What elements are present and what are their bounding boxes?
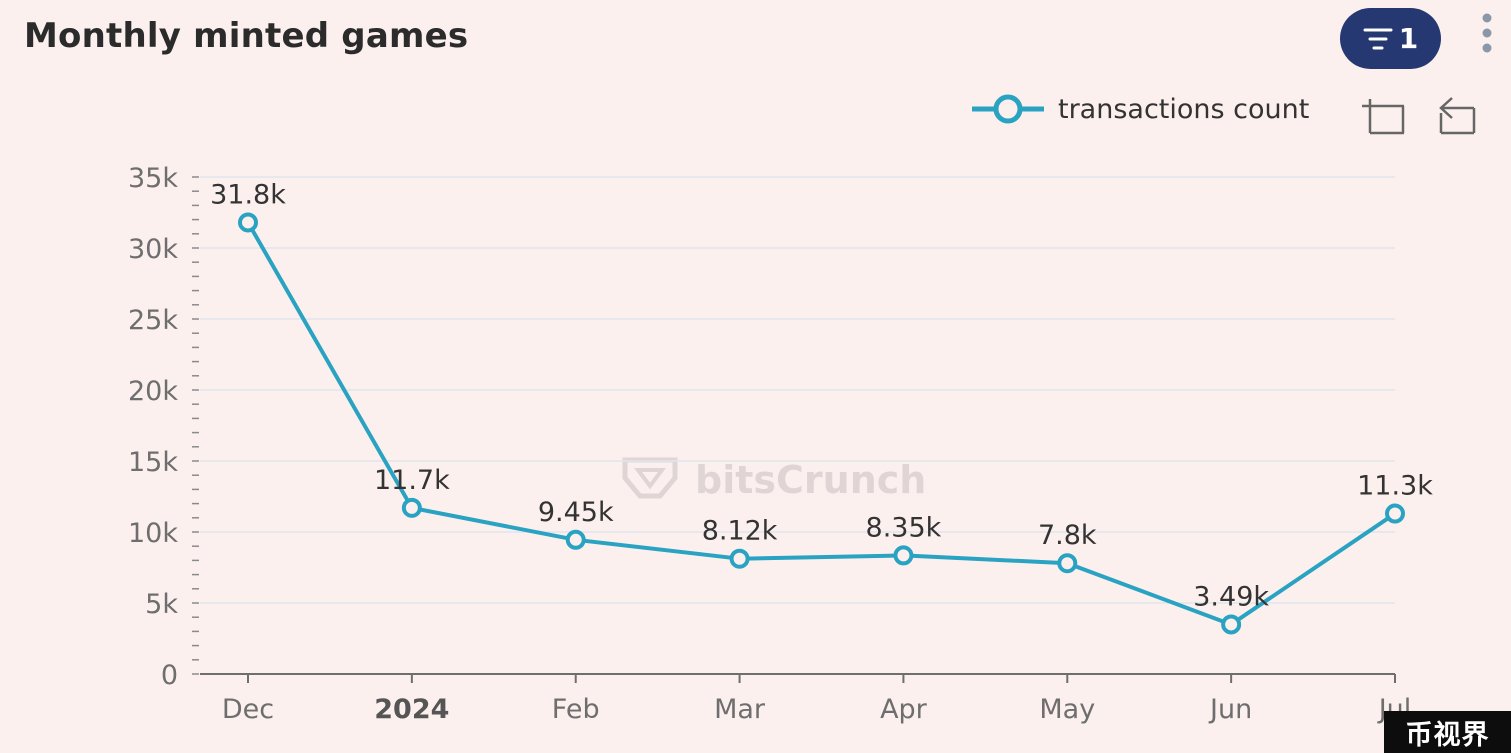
data-label: 8.12k xyxy=(702,516,778,547)
corner-watermark: 币视界 xyxy=(1384,711,1511,753)
grid xyxy=(200,176,1395,604)
x-tick-label: 2024 xyxy=(374,694,449,725)
filter-count-badge: 1 xyxy=(1398,22,1419,55)
y-tick-label: 0 xyxy=(161,660,178,691)
y-tick-label: 20k xyxy=(128,376,178,407)
series-transactions-count xyxy=(238,212,1405,635)
watermark: bitsCrunch xyxy=(622,457,926,502)
x-tick-label: Feb xyxy=(552,694,600,725)
filter-button[interactable]: 1 xyxy=(1340,8,1441,69)
data-point[interactable] xyxy=(565,529,586,550)
data-labels: 31.8k 11.7k 9.45k 8.12k 8.35k 7.8k 3.49k 11.3k xyxy=(210,179,1433,612)
x-tick-label: Apr xyxy=(880,694,928,725)
zoom-icon[interactable] xyxy=(1362,99,1405,135)
x-tick-label: Dec xyxy=(222,694,274,725)
data-point[interactable] xyxy=(1385,503,1405,524)
data-label: 8.35k xyxy=(866,512,942,543)
legend-marker-icon xyxy=(993,94,1023,124)
y-tick-label: 5k xyxy=(145,589,178,620)
data-point[interactable] xyxy=(729,548,750,569)
y-tick-label: 35k xyxy=(128,163,178,194)
data-label: 9.45k xyxy=(538,497,614,528)
data-label: 3.49k xyxy=(1193,581,1269,612)
x-tick-label: Mar xyxy=(714,694,766,725)
data-point[interactable] xyxy=(238,212,258,233)
watermark-text: bitsCrunch xyxy=(695,458,926,502)
chart-title: Monthly minted games xyxy=(24,16,469,56)
y-tick-label: 30k xyxy=(128,234,178,265)
data-point[interactable] xyxy=(1221,614,1242,635)
data-label: 31.8k xyxy=(210,179,286,210)
series-line xyxy=(246,221,1397,627)
data-label: 11.7k xyxy=(374,465,450,496)
data-point[interactable] xyxy=(401,497,422,518)
legend-label: transactions count xyxy=(1058,94,1309,125)
x-tick-label: May xyxy=(1039,694,1095,725)
zoom-reset-icon[interactable] xyxy=(1439,97,1476,135)
data-point[interactable] xyxy=(893,545,914,566)
y-tick-label: 10k xyxy=(128,518,178,549)
data-label: 11.3k xyxy=(1357,471,1433,502)
y-tick-label: 15k xyxy=(128,447,178,478)
filter-icon xyxy=(1363,28,1393,49)
x-tick-label: Jun xyxy=(1208,694,1252,725)
bitscrunch-logo-icon xyxy=(622,457,678,499)
more-options-icon[interactable] xyxy=(1474,12,1500,56)
data-label: 7.8k xyxy=(1038,520,1097,551)
y-tick-label: 25k xyxy=(128,305,178,336)
legend[interactable]: transactions count xyxy=(972,94,1309,125)
data-point[interactable] xyxy=(1057,553,1078,574)
